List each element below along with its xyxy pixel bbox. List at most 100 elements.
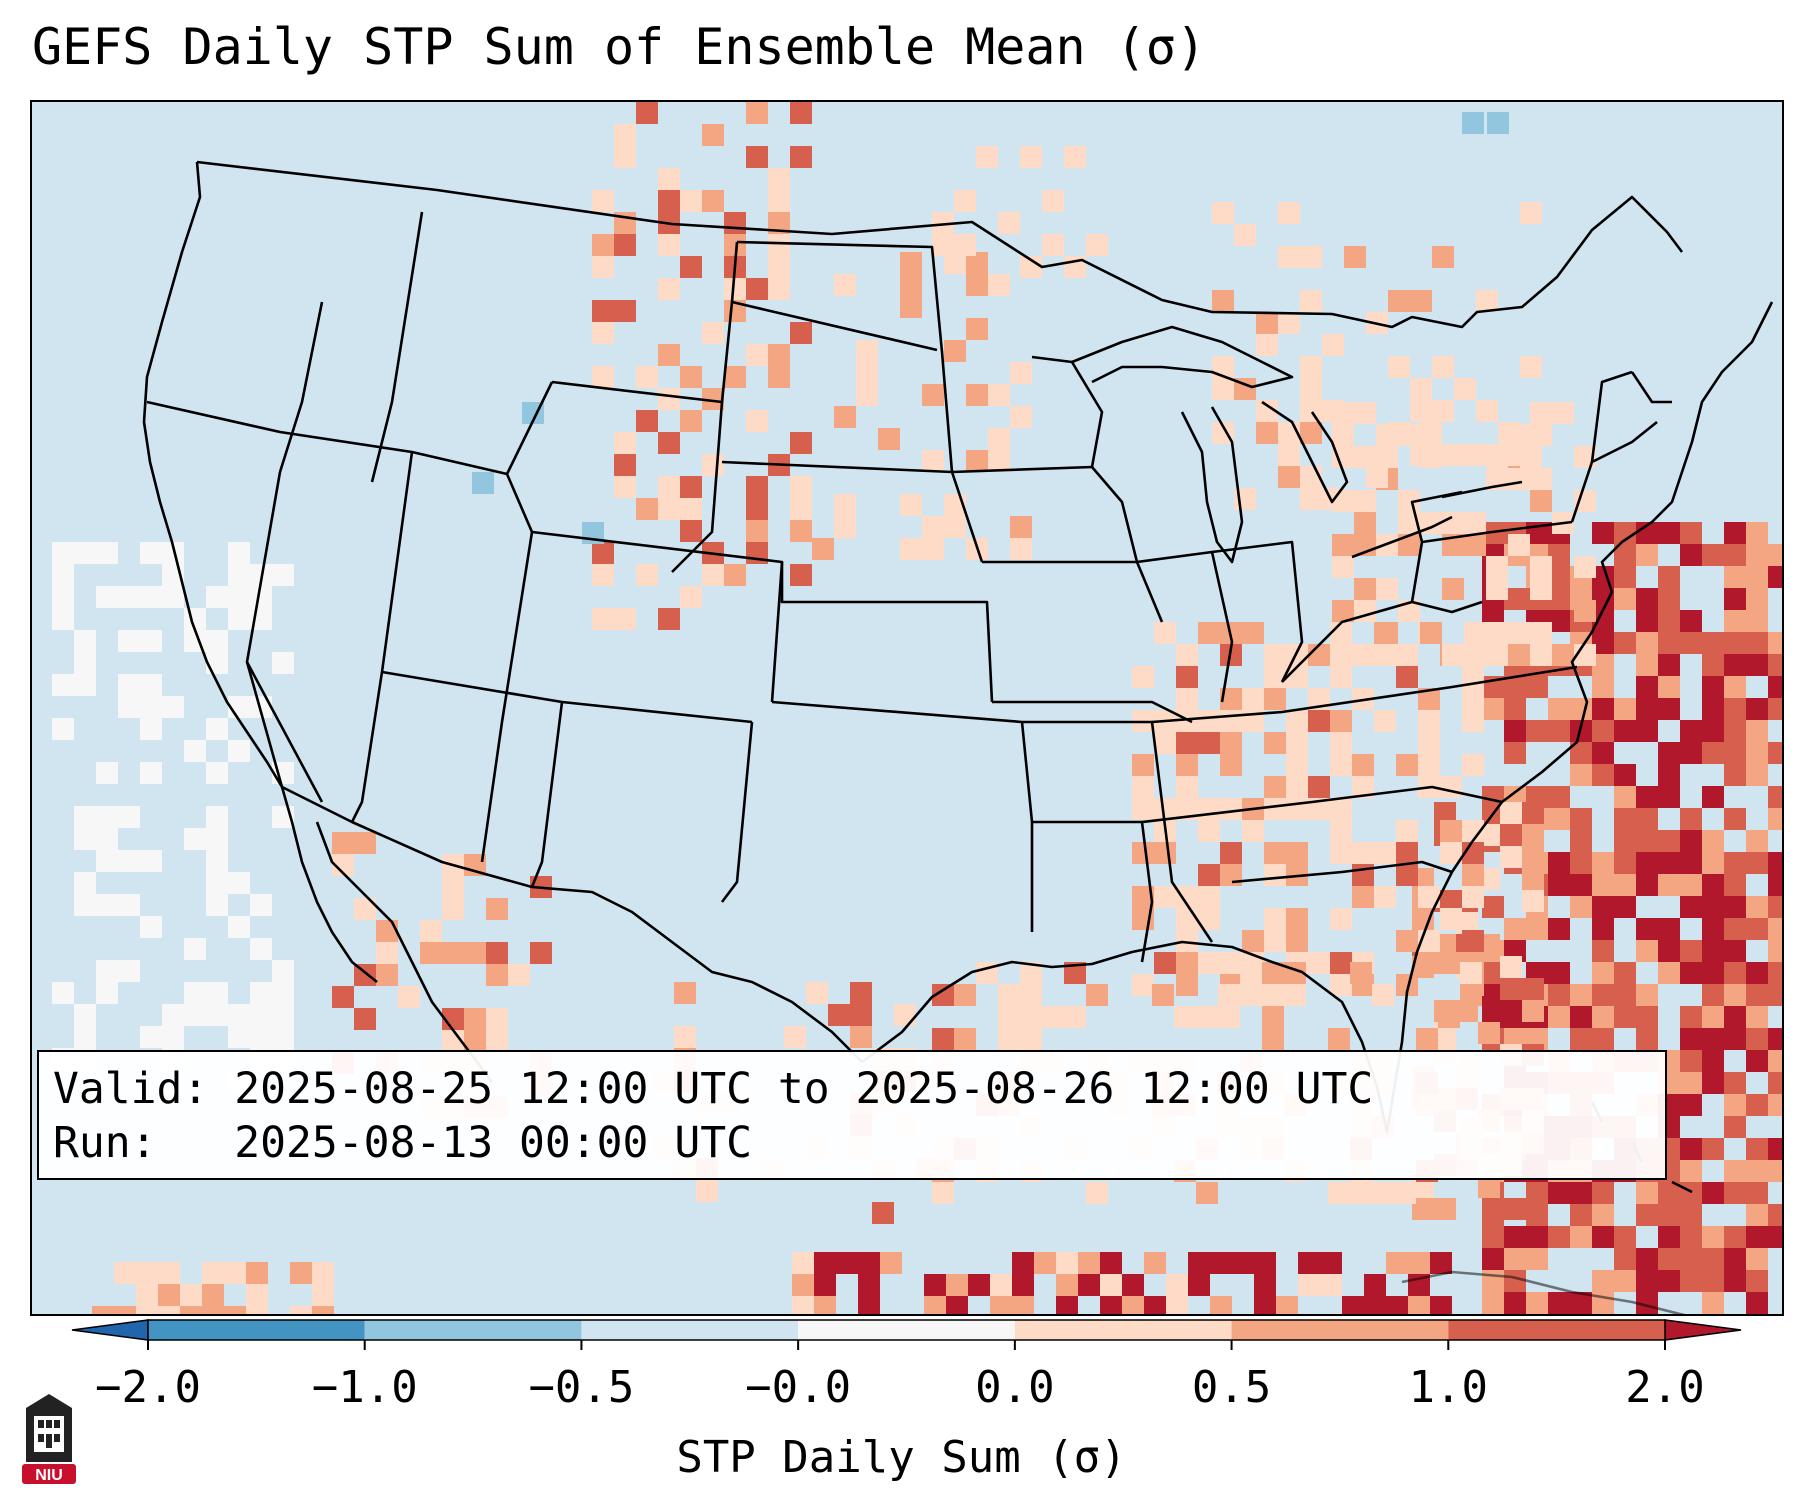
- stp-cell: [1462, 864, 1484, 886]
- colorbar: −2.0 −1.0 −0.5 −0.0 0.0 0.5 1.0 2.0: [71, 1319, 1742, 1413]
- stp-cell: [1010, 538, 1032, 560]
- stp-cell: [1592, 676, 1614, 698]
- stp-cell: [1724, 1270, 1746, 1292]
- stp-cell: [702, 564, 724, 586]
- stp-cell: [1086, 984, 1108, 1006]
- stp-cell: [900, 494, 922, 516]
- stp-cell: [114, 1306, 136, 1314]
- stp-cell: [768, 256, 790, 278]
- stp-cell: [1680, 940, 1702, 962]
- stp-cell: [1412, 912, 1434, 934]
- stp-cell: [1220, 952, 1242, 974]
- stp-cell: [1460, 962, 1482, 984]
- stp-cell: [180, 1306, 202, 1314]
- stp-cell: [614, 608, 636, 630]
- stp-cell-neutral: [140, 718, 162, 740]
- stp-cell: [1504, 742, 1526, 764]
- stp-cell: [828, 1004, 850, 1026]
- stp-cell: [1746, 720, 1768, 742]
- stp-cell: [932, 1028, 954, 1050]
- stp-cell: [1212, 202, 1234, 224]
- stp-cell: [680, 410, 702, 432]
- stp-cell: [1680, 1182, 1702, 1204]
- stp-cell: [1220, 710, 1242, 732]
- stp-cell: [1388, 422, 1410, 444]
- stp-cell: [768, 168, 790, 190]
- stp-cell: [1198, 732, 1220, 754]
- stp-cell: [1330, 974, 1352, 996]
- stp-cell: [658, 234, 680, 256]
- stp-cell: [1636, 984, 1658, 1006]
- stp-cell: [1636, 918, 1658, 940]
- stp-cell: [1614, 720, 1636, 742]
- stp-cell: [1256, 400, 1278, 422]
- stp-cell: [1176, 908, 1198, 930]
- stp-cell: [1354, 490, 1376, 512]
- stp-cell: [1702, 676, 1724, 698]
- stp-cell: [1658, 698, 1680, 720]
- stp-cell: [1500, 978, 1522, 1000]
- stp-cell: [1746, 852, 1768, 874]
- stp-cell: [1122, 1296, 1144, 1314]
- stp-cell: [1366, 466, 1388, 488]
- stp-cell: [1724, 984, 1746, 1006]
- stp-cell: [1504, 588, 1526, 610]
- stp-cell: [1396, 974, 1418, 996]
- stp-cell: [1548, 720, 1570, 742]
- stp-cell: [1658, 940, 1680, 962]
- stp-cell-neutral: [140, 1026, 162, 1048]
- stp-cell: [1278, 466, 1300, 488]
- stp-cell: [1680, 610, 1702, 632]
- stp-cell: [486, 964, 508, 986]
- stp-cell: [1388, 290, 1410, 312]
- stp-cell: [932, 1182, 954, 1204]
- stp-cell-neutral: [52, 718, 74, 740]
- stp-cell: [1396, 644, 1418, 666]
- stp-cell: [1724, 654, 1746, 676]
- stp-cell-neutral: [228, 586, 250, 608]
- stp-cell: [312, 1306, 334, 1314]
- stp-cell: [1454, 444, 1476, 466]
- stp-cell: [1724, 1160, 1746, 1182]
- stp-cell: [1396, 754, 1418, 776]
- stp-cell-neutral: [140, 850, 162, 872]
- stp-cell: [1220, 798, 1242, 820]
- stp-cell: [680, 498, 702, 520]
- stp-cell: [1522, 868, 1544, 890]
- stp-cell-neutral: [74, 1004, 96, 1026]
- lake-ontario: [1441, 480, 1523, 499]
- stp-cell-neutral: [228, 872, 250, 894]
- stp-cell-neutral: [272, 564, 294, 586]
- stp-cell: [592, 608, 614, 630]
- stp-cell: [768, 278, 790, 300]
- stp-cell: [1420, 622, 1442, 644]
- stp-cell: [968, 1274, 990, 1296]
- stp-cell: [850, 1026, 872, 1048]
- stp-cell: [224, 1306, 246, 1314]
- stp-cell: [922, 538, 944, 560]
- stp-cell: [1394, 1182, 1416, 1204]
- stp-cell: [1328, 1182, 1350, 1204]
- stp-cell: [1330, 732, 1352, 754]
- stp-cell: [354, 898, 376, 920]
- stp-cell: [592, 542, 614, 564]
- stp-cell: [1242, 930, 1264, 952]
- stp-cell: [1100, 1252, 1122, 1274]
- stp-cell: [1658, 764, 1680, 786]
- stp-cell: [1462, 820, 1484, 842]
- stp-cell: [1548, 852, 1570, 874]
- stp-cell: [954, 1028, 976, 1050]
- stp-cell: [1724, 1226, 1746, 1248]
- stp-cell: [1702, 1226, 1724, 1248]
- stp-cell: [1196, 1006, 1218, 1028]
- stp-cell: [1636, 1248, 1658, 1270]
- stp-cell: [1408, 1252, 1430, 1274]
- stp-cell: [1320, 1252, 1342, 1274]
- stp-cell: [1396, 666, 1418, 688]
- stp-cell: [988, 428, 1010, 450]
- stp-cell: [724, 278, 746, 300]
- stp-cell: [1530, 622, 1552, 644]
- stp-cell: [1724, 1006, 1746, 1028]
- stp-cell-neutral: [206, 652, 228, 674]
- stp-cell: [966, 450, 988, 472]
